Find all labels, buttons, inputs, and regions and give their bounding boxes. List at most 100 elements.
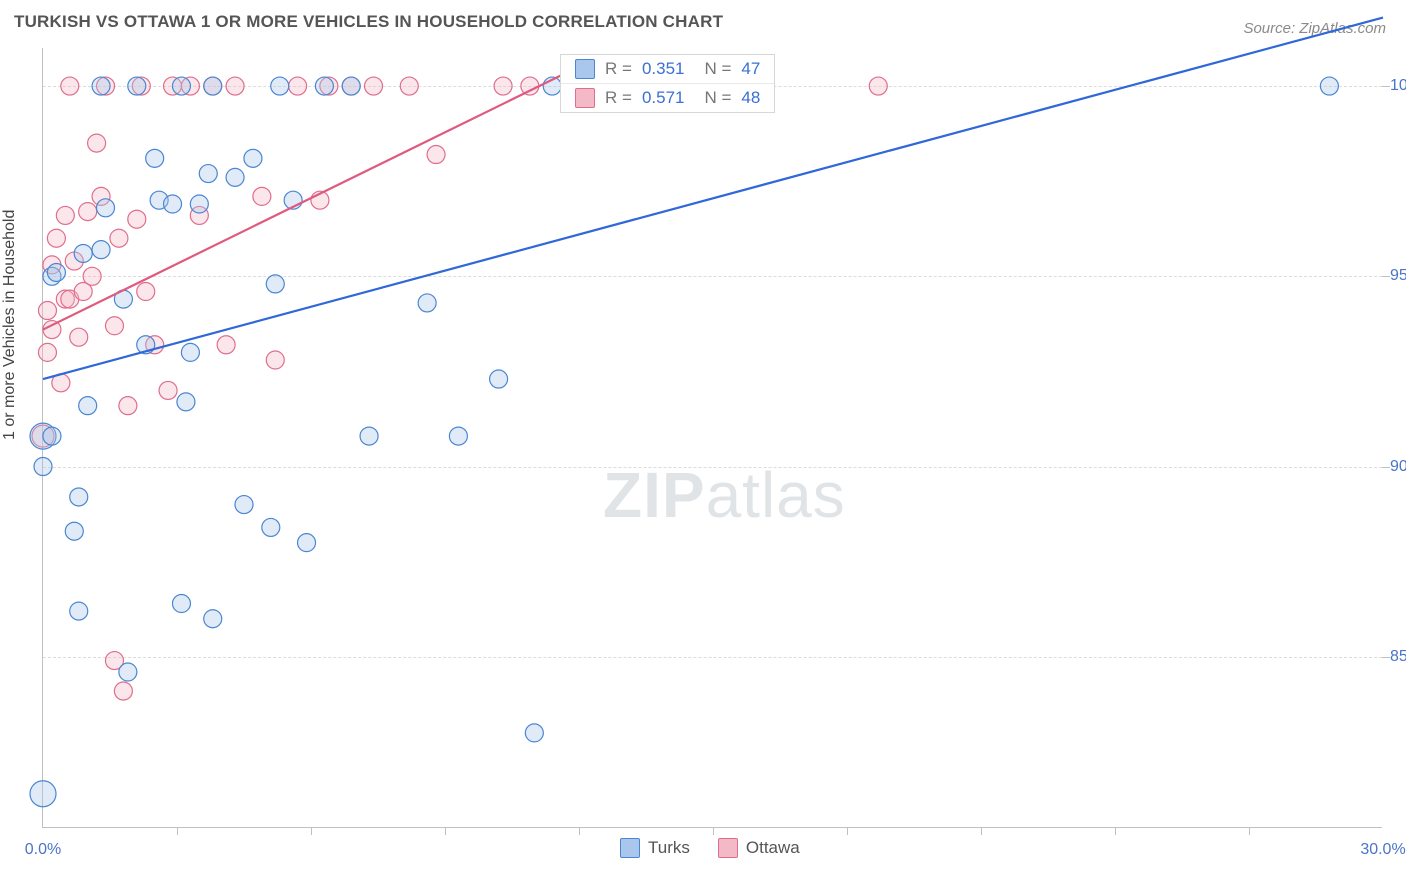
x-tick xyxy=(1249,827,1250,835)
scatter-point-b xyxy=(137,283,155,301)
y-tick xyxy=(1382,86,1390,87)
scatter-point-b xyxy=(217,336,235,354)
scatter-point-a xyxy=(262,518,280,536)
scatter-point-a xyxy=(164,195,182,213)
scatter-point-b xyxy=(159,381,177,399)
legend-swatch xyxy=(620,838,640,858)
legend-r-label: R = xyxy=(605,59,632,79)
x-tick xyxy=(445,827,446,835)
scatter-point-b xyxy=(110,229,128,247)
scatter-point-b xyxy=(47,229,65,247)
x-tick-label: 30.0% xyxy=(1360,841,1405,859)
scatter-point-a xyxy=(43,427,61,445)
scatter-point-a xyxy=(360,427,378,445)
scatter-point-a xyxy=(244,149,262,167)
scatter-point-a xyxy=(490,370,508,388)
y-tick-label: 90.0% xyxy=(1390,458,1406,476)
stats-legend: R = 0.351 N = 47 R = 0.571 N = 48 xyxy=(560,54,775,113)
scatter-point-a xyxy=(92,241,110,259)
legend-swatch xyxy=(575,59,595,79)
scatter-point-a xyxy=(266,275,284,293)
scatter-point-a xyxy=(449,427,467,445)
legend-r-value: 0.571 xyxy=(642,88,685,108)
scatter-point-b xyxy=(38,302,56,320)
chart-container: TURKISH VS OTTAWA 1 OR MORE VEHICLES IN … xyxy=(0,0,1406,892)
scatter-point-b xyxy=(70,328,88,346)
y-tick xyxy=(1382,467,1390,468)
scatter-point-a xyxy=(34,458,52,476)
stats-legend-row: R = 0.351 N = 47 xyxy=(561,55,774,83)
scatter-point-a xyxy=(181,343,199,361)
y-tick xyxy=(1382,276,1390,277)
series-legend-label: Turks xyxy=(648,838,690,858)
x-tick xyxy=(713,827,714,835)
x-tick xyxy=(311,827,312,835)
scatter-point-b xyxy=(266,351,284,369)
scatter-point-a xyxy=(47,263,65,281)
legend-n-label: N = xyxy=(704,59,731,79)
series-legend-item: Turks xyxy=(620,838,690,858)
scatter-point-a xyxy=(74,244,92,262)
scatter-point-a xyxy=(70,488,88,506)
scatter-point-a xyxy=(418,294,436,312)
x-tick xyxy=(1115,827,1116,835)
scatter-point-b xyxy=(253,187,271,205)
scatter-point-b xyxy=(869,77,887,95)
legend-r-label: R = xyxy=(605,88,632,108)
scatter-point-a xyxy=(226,168,244,186)
scatter-point-b xyxy=(365,77,383,95)
trendline-ottawa xyxy=(43,56,601,330)
y-axis-label: 1 or more Vehicles in Household xyxy=(1,210,19,440)
scatter-point-a xyxy=(1320,77,1338,95)
scatter-point-a xyxy=(128,77,146,95)
legend-n-value: 47 xyxy=(741,59,760,79)
scatter-point-a xyxy=(298,534,316,552)
scatter-point-a xyxy=(92,77,110,95)
scatter-point-a xyxy=(235,496,253,514)
plot-area: ZIPatlas 85.0%90.0%95.0%100.0%0.0%30.0% xyxy=(42,48,1382,828)
legend-r-value: 0.351 xyxy=(642,59,685,79)
scatter-point-a xyxy=(30,781,56,807)
scatter-point-b xyxy=(400,77,418,95)
scatter-point-b xyxy=(119,397,137,415)
scatter-point-a xyxy=(190,195,208,213)
x-tick xyxy=(847,827,848,835)
scatter-point-a xyxy=(70,602,88,620)
scatter-point-a xyxy=(204,77,222,95)
y-tick xyxy=(1382,657,1390,658)
scatter-point-a xyxy=(79,397,97,415)
y-tick-label: 85.0% xyxy=(1390,648,1406,666)
series-legend: Turks Ottawa xyxy=(620,838,800,858)
scatter-point-a xyxy=(315,77,333,95)
y-tick-label: 100.0% xyxy=(1390,77,1406,95)
x-tick-label: 0.0% xyxy=(25,841,61,859)
scatter-point-a xyxy=(172,77,190,95)
stats-legend-row: R = 0.571 N = 48 xyxy=(561,83,774,112)
y-tick-label: 95.0% xyxy=(1390,267,1406,285)
scatter-point-b xyxy=(114,682,132,700)
scatter-point-a xyxy=(177,393,195,411)
x-tick xyxy=(177,827,178,835)
scatter-point-a xyxy=(199,165,217,183)
scatter-point-b xyxy=(83,267,101,285)
scatter-point-b xyxy=(79,203,97,221)
scatter-point-a xyxy=(119,663,137,681)
scatter-point-b xyxy=(88,134,106,152)
series-legend-label: Ottawa xyxy=(746,838,800,858)
scatter-point-b xyxy=(494,77,512,95)
scatter-point-b xyxy=(56,206,74,224)
scatter-point-b xyxy=(289,77,307,95)
scatter-point-b xyxy=(105,317,123,335)
scatter-point-b xyxy=(226,77,244,95)
legend-n-label: N = xyxy=(704,88,731,108)
scatter-point-b xyxy=(38,343,56,361)
scatter-point-a xyxy=(146,149,164,167)
series-legend-item: Ottawa xyxy=(718,838,800,858)
scatter-point-a xyxy=(271,77,289,95)
scatter-point-a xyxy=(172,595,190,613)
scatter-point-a xyxy=(97,199,115,217)
scatter-svg xyxy=(43,48,1383,828)
legend-n-value: 48 xyxy=(741,88,760,108)
scatter-point-b xyxy=(61,77,79,95)
scatter-point-b xyxy=(128,210,146,228)
